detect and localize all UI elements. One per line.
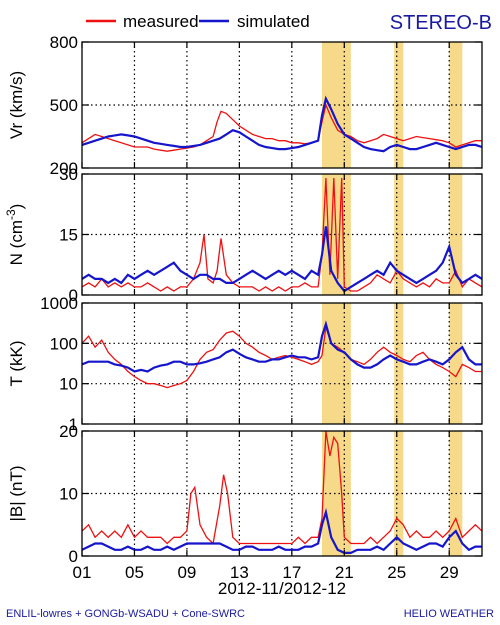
highlight-band (322, 303, 351, 424)
highlight-band (394, 42, 404, 168)
highlight-band (394, 431, 404, 556)
x-axis-title: 2012-11/2012-12 (218, 579, 346, 598)
legend-simulated-label: simulated (237, 12, 310, 31)
series-measured-line (82, 431, 482, 545)
x-tick-label: 09 (177, 563, 196, 582)
y-axis-label-end: ) (7, 204, 26, 210)
highlight-band (394, 174, 404, 295)
highlight-band (322, 42, 351, 168)
highlight-band (449, 303, 463, 424)
footer-left-credit: ENLIL-lowres + GONGb-WSADU + Cone-SWRC (6, 608, 245, 620)
panel-frame (81, 302, 483, 425)
x-tick-label: 29 (440, 563, 459, 582)
y-tick-label: 200 (50, 159, 78, 178)
highlight-band (322, 431, 351, 556)
footer-right-credit: HELIO WEATHER (404, 608, 494, 620)
x-tick-label: 13 (230, 563, 249, 582)
y-tick-label: 1 (69, 415, 78, 434)
y-tick-label: 15 (59, 226, 78, 245)
y-axis-label-exponent: -3 (4, 209, 18, 220)
legend-measured-label: measured (123, 12, 199, 31)
panel-1: 200 500 800 Vr (km/s) (7, 33, 483, 178)
y-axis-label: T (kK) (7, 341, 26, 387)
series-simulated-line (82, 226, 482, 293)
y-axis-label: |B| (nT) (7, 465, 26, 521)
y-tick-label: 0 (69, 547, 78, 566)
y-tick-label: 0 (69, 286, 78, 305)
series-measured-line (82, 327, 482, 389)
panel-2: 0 15 30 N (cm-3) (4, 165, 483, 305)
y-tick-label: 500 (50, 96, 78, 115)
highlight-band (394, 303, 404, 424)
y-axis-label: Vr (km/s) (7, 71, 26, 139)
series-measured-line (82, 102, 482, 152)
y-tick-label: 100 (50, 334, 78, 353)
legend: measured simulated (86, 12, 310, 31)
y-tick-label: 10 (59, 485, 78, 504)
series-measured-line (82, 177, 482, 292)
series-simulated-line (82, 507, 482, 555)
y-tick-label: 1000 (40, 294, 78, 313)
x-tick-label: 17 (282, 563, 301, 582)
x-tick-label: 01 (73, 563, 92, 582)
spacecraft-title: STEREO-B (390, 12, 492, 34)
y-tick-label: 30 (59, 165, 78, 184)
series-simulated-line (82, 95, 482, 153)
x-tick-label: 25 (387, 563, 406, 582)
y-axis-label: N (cm-3) (4, 204, 26, 266)
series-simulated-line (82, 320, 482, 373)
x-tick-label: 21 (335, 563, 354, 582)
panel-4: 0 10 20 |B| (nT) (7, 422, 483, 566)
y-tick-label: 20 (59, 422, 78, 441)
x-tick-label: 05 (125, 563, 144, 582)
y-tick-label: 800 (50, 33, 78, 52)
panel-3: 1 10 100 1000 T (kK) (7, 294, 483, 434)
y-tick-label: 10 (59, 375, 78, 394)
